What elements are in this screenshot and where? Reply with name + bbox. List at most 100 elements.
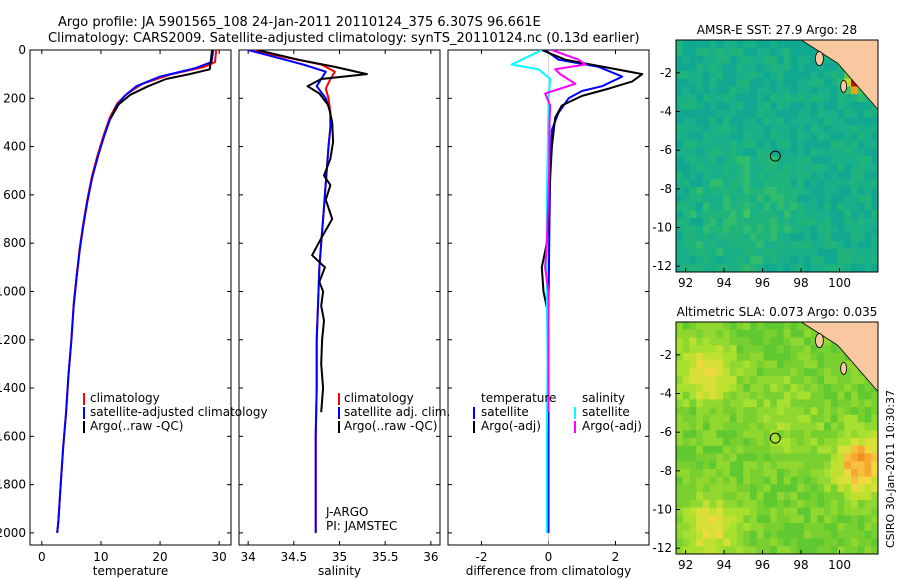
map-cell: [824, 345, 832, 354]
map-cell: [723, 407, 731, 416]
map-cell: [682, 132, 690, 141]
map-cell: [743, 241, 751, 250]
map-cell: [797, 217, 805, 226]
map-cell: [810, 47, 818, 56]
map-cell: [716, 194, 724, 203]
map-cell: [702, 241, 711, 250]
map-cell: [817, 376, 825, 385]
x-tick-label: 98: [793, 558, 808, 572]
map-cell: [723, 210, 731, 219]
map-cell: [837, 109, 845, 118]
map-cell: [871, 202, 879, 211]
map-cell: [770, 414, 778, 423]
map-cell: [830, 538, 838, 547]
y-tick-label: -12: [652, 259, 672, 273]
map-cell: [729, 186, 737, 196]
map-cell: [736, 186, 744, 196]
map-cell: [783, 163, 791, 172]
map-cell: [844, 78, 852, 87]
map-cell: [851, 523, 859, 532]
map-cell: [817, 538, 825, 547]
map-cell: [716, 171, 724, 180]
map-cell: [837, 383, 845, 392]
map-cell: [803, 186, 812, 196]
map-cell: [857, 407, 865, 416]
map-cell: [803, 329, 812, 338]
map-cell: [736, 468, 744, 478]
map-cell: [824, 109, 832, 118]
map-cell: [871, 210, 879, 219]
map-cell: [743, 546, 751, 555]
map-cell: [844, 515, 852, 524]
map-cell: [810, 499, 818, 508]
map-cell: [676, 171, 684, 180]
map-cell: [723, 453, 731, 462]
map-cell: [783, 194, 791, 203]
map-cell: [696, 156, 704, 165]
map-cell: [777, 132, 785, 141]
map-cell: [750, 109, 758, 118]
map-cell: [756, 383, 764, 392]
map-cell: [763, 368, 771, 377]
map-cell: [803, 241, 812, 250]
map-cell: [817, 156, 825, 165]
map-cell: [810, 156, 818, 165]
map-cell: [709, 538, 717, 547]
map-cell: [824, 186, 832, 196]
map-cell: [810, 422, 818, 431]
map-cell: [770, 225, 778, 234]
map-cell: [723, 202, 731, 211]
map-cell: [709, 329, 717, 338]
map-cell: [676, 47, 684, 56]
map-cell: [864, 515, 872, 524]
map-cell: [750, 414, 758, 423]
map-cell: [696, 117, 704, 126]
map-cell: [837, 117, 845, 126]
map-cell: [729, 499, 737, 508]
map-cell: [810, 148, 818, 157]
map-cell: [824, 148, 832, 157]
map-cell: [837, 453, 845, 462]
map-cell: [702, 407, 711, 416]
map-cell: [702, 186, 711, 196]
map-cell: [830, 217, 838, 226]
map-cell: [790, 345, 798, 354]
map-cell: [803, 461, 812, 470]
map-cell: [830, 156, 838, 165]
map-cell: [676, 117, 684, 126]
map-cell: [851, 468, 859, 478]
map-cell: [743, 194, 751, 203]
map-cell: [729, 94, 737, 103]
map-cell: [797, 210, 805, 219]
map-cell: [676, 210, 684, 219]
map-cell: [864, 179, 872, 188]
map-cell: [702, 63, 711, 72]
map-cell: [824, 171, 832, 180]
map-cell: [817, 530, 825, 539]
map-cell: [682, 241, 690, 250]
map-cell: [824, 546, 832, 555]
map-cell: [770, 399, 778, 408]
map-cell: [770, 352, 778, 362]
map-cell: [736, 352, 744, 362]
map-cell: [689, 179, 697, 188]
map-cell: [750, 461, 758, 470]
map-cell: [857, 179, 865, 188]
map-cell: [844, 507, 852, 516]
map-cell: [777, 546, 785, 555]
map-cell: [783, 40, 791, 49]
map-cell: [817, 368, 825, 377]
map-cell: [810, 337, 818, 346]
map-cell: [810, 383, 818, 392]
map-cell: [709, 171, 717, 180]
map-cell: [682, 391, 690, 400]
map-cell: [770, 55, 778, 64]
map-cell: [851, 225, 859, 234]
map-cell: [830, 546, 838, 555]
map-cell: [803, 94, 812, 103]
map-cell: [676, 445, 684, 454]
map-cell: [676, 233, 684, 242]
map-cell: [770, 109, 778, 118]
map-cell: [803, 430, 812, 439]
map-cell: [716, 125, 724, 134]
